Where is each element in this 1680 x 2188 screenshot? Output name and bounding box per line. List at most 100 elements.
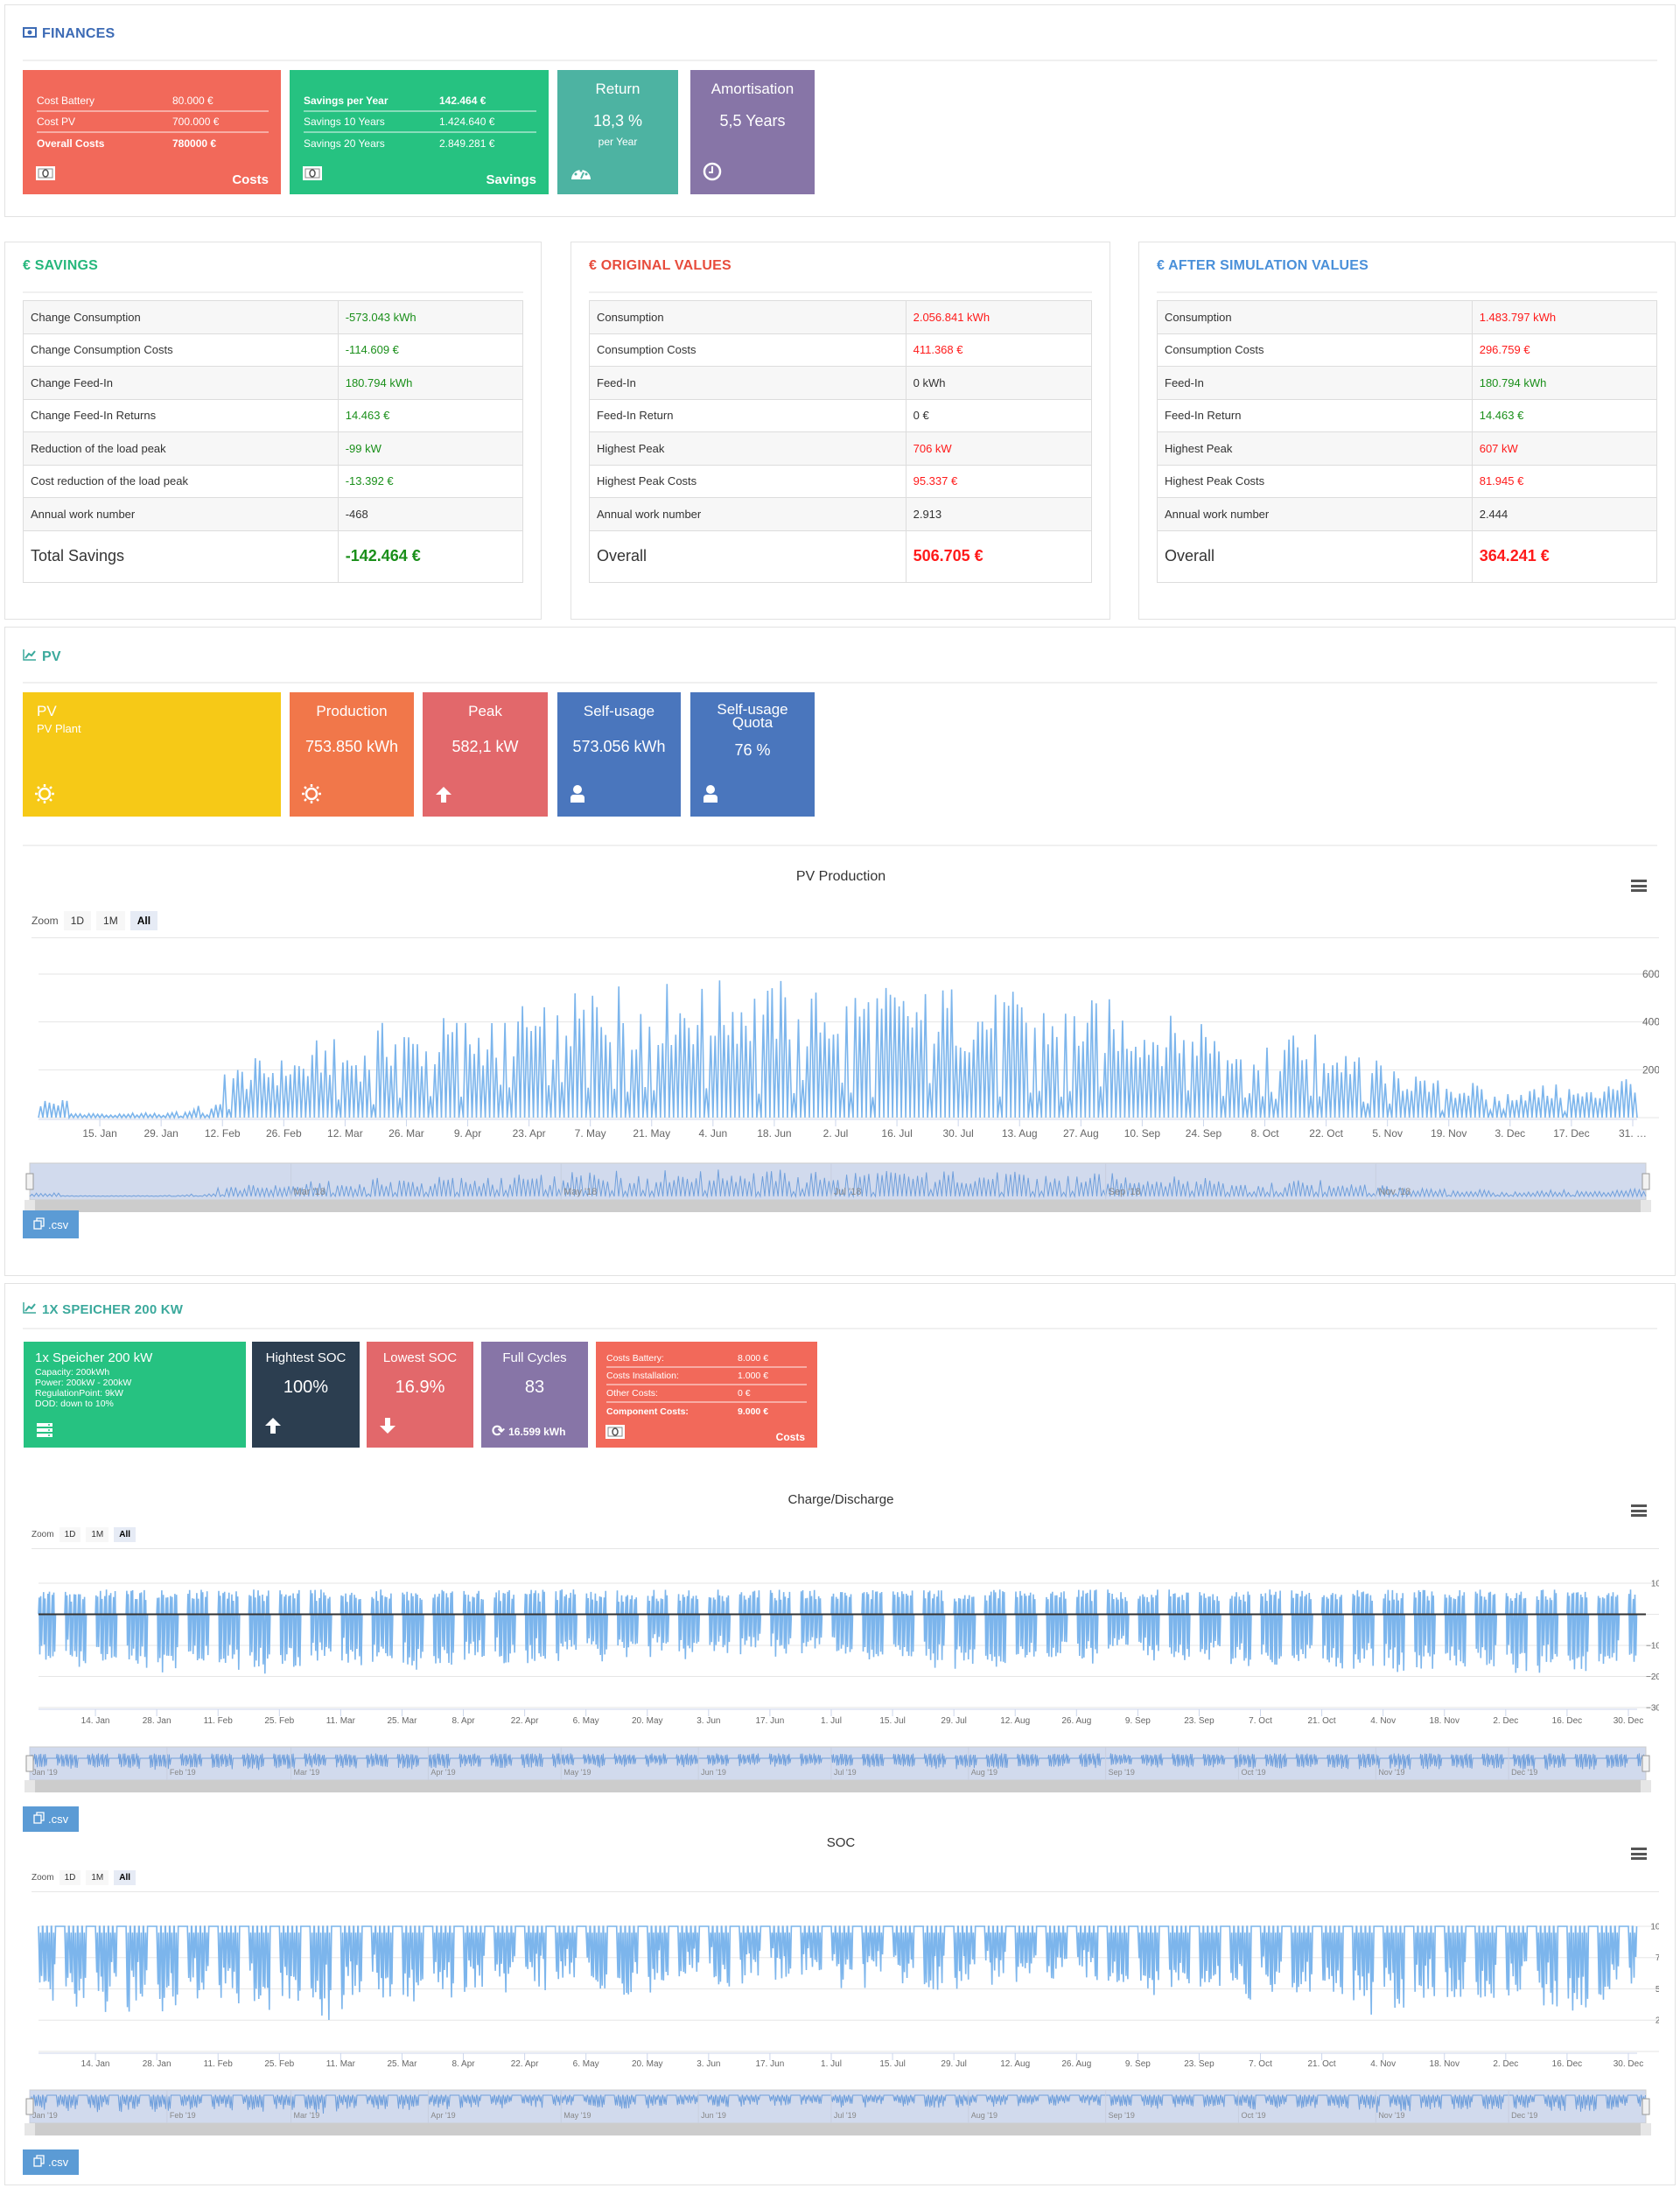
zoom-all-button[interactable]: All <box>114 1870 136 1885</box>
row-value: 2.913 <box>905 497 1093 531</box>
table-row: Change Consumption -573.043 kWh <box>23 300 524 334</box>
zoom-1m-button[interactable]: 1M <box>86 1527 109 1542</box>
csv-label: .csv <box>48 1813 69 1826</box>
scrollbar[interactable] <box>24 1200 1651 1212</box>
x-tick-label: 12. Feb <box>205 1127 241 1140</box>
x-tick-label: 16. Dec <box>1552 2059 1582 2069</box>
divider <box>32 937 1659 938</box>
scroll-left-button[interactable] <box>24 1780 35 1792</box>
pv-plant-title: PV <box>37 703 57 719</box>
zoom-all-button[interactable]: All <box>114 1527 136 1542</box>
navigator-handle-right[interactable] <box>1642 1755 1650 1772</box>
navigator-handle-left[interactable] <box>25 2098 34 2115</box>
chart-menu-icon[interactable] <box>1631 1504 1647 1517</box>
scroll-left-button[interactable] <box>24 2123 35 2135</box>
csv-export-button[interactable]: .csv <box>23 1806 80 1832</box>
scrollbar[interactable] <box>24 2123 1651 2135</box>
zoom-1d-button[interactable]: 1D <box>63 911 92 930</box>
navigator-label: Jul '19 <box>834 2111 857 2120</box>
navigator-range[interactable] <box>29 1746 1647 1781</box>
row-label: Change Consumption Costs <box>23 333 339 367</box>
scroll-right-button[interactable] <box>1641 1780 1651 1792</box>
finances-title-text: FINANCES <box>42 26 116 41</box>
total-row: Total Savings -142.464 € <box>23 529 524 583</box>
x-tick-label: 7. Oct <box>1249 2059 1272 2069</box>
divider <box>23 291 523 293</box>
row-value: 706 kW <box>905 431 1093 466</box>
cost-table: Costs Battery: 8.000 € Costs Installation:… <box>606 1350 807 1420</box>
scroll-right-button[interactable] <box>1641 2123 1651 2135</box>
zoom-1d-button[interactable]: 1D <box>59 1870 81 1885</box>
x-tick-label: 8. Oct <box>1251 1127 1280 1140</box>
table-row: Consumption 1.483.797 kWh <box>1157 300 1658 334</box>
scroll-left-button[interactable] <box>24 1200 35 1212</box>
navigator-label: Dec '19 <box>1511 1768 1537 1777</box>
x-tick-label: 14. Jan <box>81 1716 110 1726</box>
quota-title: Self-usage Quota <box>717 701 788 731</box>
navigator-handle-right[interactable] <box>1642 2098 1650 2115</box>
row-value: 2.849.281 € <box>439 137 495 150</box>
table-row: Consumption 2.056.841 kWh <box>589 300 1093 334</box>
zoom-controls: Zoom 1D 1M All <box>32 911 158 930</box>
scrollbar[interactable] <box>24 1780 1651 1792</box>
navigator-handle-right[interactable] <box>1642 1173 1650 1190</box>
x-tick-label: 25. Mar <box>388 1716 418 1726</box>
series-line <box>38 1925 1638 2021</box>
x-tick-label: 10. Sep <box>1124 1127 1161 1140</box>
x-tick-label: 11. Feb <box>204 2059 234 2069</box>
row-label: Savings 20 Years <box>304 137 385 150</box>
x-tick-label: 28. Jan <box>143 1716 172 1726</box>
row-label: Other Costs: <box>606 1388 658 1399</box>
chart-title: PV Production <box>795 869 886 884</box>
zoom-1m-button[interactable]: 1M <box>96 911 125 930</box>
x-tick-label: 12. Aug <box>1000 1716 1030 1726</box>
x-tick-label: 30. Dec <box>1614 1716 1643 1726</box>
navigator-label: May '19 <box>564 2111 591 2120</box>
y-tick-label: −10k <box>1646 1641 1659 1651</box>
amortisation-card: Amortisation 5,5 Years <box>690 70 815 194</box>
x-tick-label: 17. Jun <box>756 2059 785 2069</box>
scroll-right-button[interactable] <box>1641 1200 1651 1212</box>
zoom-1d-button[interactable]: 1D <box>59 1527 81 1542</box>
full-cycles-card: Full Cycles 83 ⟳ 16.599 kWh <box>481 1342 588 1448</box>
x-tick-label: 1. Jul <box>821 1716 842 1726</box>
csv-export-button[interactable]: .csv <box>23 2149 80 2175</box>
pv-production-chart: PV Production Zoom 1D 1M All 0200k400k60… <box>23 867 1659 1270</box>
navigator-label: Aug '19 <box>971 2111 998 2120</box>
navigator-handle-left[interactable] <box>25 1755 34 1772</box>
full-cycles-value: 83 <box>524 1378 545 1397</box>
row-label: Change Consumption <box>23 300 339 334</box>
row-label: Change Feed-In Returns <box>23 398 339 432</box>
x-tick-label: 24. Sep <box>1186 1127 1222 1140</box>
zoom-all-button[interactable]: All <box>130 911 158 930</box>
savings-panel: € SAVINGS Change Consumption -573.043 kWh C… <box>4 242 542 620</box>
production-value: 753.850 kWh <box>304 738 399 755</box>
row-value: 296.759 € <box>1471 333 1658 367</box>
x-tick-label: 3. Jun <box>696 2059 720 2069</box>
chart-menu-icon[interactable] <box>1631 880 1647 892</box>
values-table: Consumption 2.056.841 kWh Consumption Cost… <box>589 300 1093 583</box>
y-tick-label: −30k <box>1646 1703 1659 1713</box>
x-tick-label: 14. Jan <box>81 2059 110 2069</box>
total-label: Total Savings <box>23 529 339 583</box>
row-value: -114.609 € <box>337 333 524 367</box>
chart-menu-icon[interactable] <box>1631 1848 1647 1860</box>
navigator-handle-left[interactable] <box>25 1173 34 1190</box>
row-value: 95.337 € <box>905 464 1093 498</box>
x-tick-label: 16. Dec <box>1552 1716 1582 1726</box>
table-row: Feed-In 180.794 kWh <box>1157 366 1658 400</box>
csv-export-button[interactable]: .csv <box>23 1210 80 1238</box>
table-row: Highest Peak 607 kW <box>1157 431 1658 466</box>
row-label: Costs Installation: <box>606 1371 679 1381</box>
user-icon <box>703 784 718 808</box>
x-tick-label: 17. Dec <box>1553 1127 1589 1140</box>
row-value: 700.000 € <box>172 116 220 128</box>
navigator-label: Jul '19 <box>834 1768 857 1777</box>
zoom-1m-button[interactable]: 1M <box>86 1870 109 1885</box>
y-tick-label: 100 <box>1650 1922 1659 1932</box>
self-usage-card: Self-usage 573.056 kWh <box>557 692 681 817</box>
navigator-label: Apr '19 <box>430 1768 455 1777</box>
row-value: 142.464 € <box>439 95 486 107</box>
x-tick-label: 31. … <box>1619 1127 1647 1140</box>
